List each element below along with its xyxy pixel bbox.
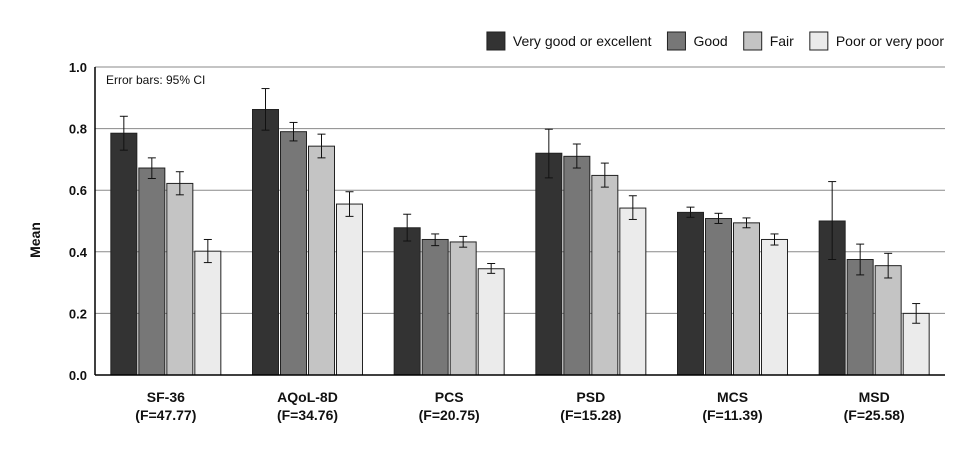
category-labels: SF-36 (F=47.77) AQoL-8D (F=34.76) PCS (F=20.7… bbox=[135, 389, 904, 423]
legend-swatch bbox=[809, 31, 829, 51]
category-stat: (F=25.58) bbox=[844, 407, 905, 423]
category-stat: (F=34.76) bbox=[277, 407, 338, 423]
y-tick-label: 0.6 bbox=[69, 183, 87, 198]
bar bbox=[308, 145, 335, 376]
bar bbox=[705, 218, 732, 376]
bar bbox=[138, 167, 166, 376]
y-tick-label: 0.8 bbox=[69, 122, 87, 137]
legend-label: Very good or excellent bbox=[513, 33, 652, 49]
gridlines bbox=[95, 66, 945, 314]
bar bbox=[535, 152, 563, 376]
bar bbox=[449, 241, 477, 376]
category-label: PCS bbox=[435, 389, 464, 405]
axes: 0.0 0.2 0.4 0.6 0.8 1.0 bbox=[69, 60, 945, 383]
bar bbox=[563, 155, 591, 376]
legend: Very good or excellent Good Fair Poor or ve… bbox=[486, 31, 944, 51]
bar bbox=[421, 238, 449, 376]
legend-swatch bbox=[666, 31, 686, 51]
category-stat: (F=11.39) bbox=[702, 407, 762, 423]
category-stat: (F=15.28) bbox=[560, 407, 621, 423]
legend-label: Good bbox=[693, 33, 727, 49]
category-label: MCS bbox=[717, 389, 748, 405]
bar bbox=[761, 238, 788, 376]
category-label: SF-36 bbox=[147, 389, 185, 405]
y-tick-label: 0.2 bbox=[69, 306, 87, 321]
category-label: AQoL-8D bbox=[277, 389, 338, 405]
bars bbox=[110, 109, 930, 376]
legend-swatch bbox=[486, 31, 506, 51]
y-tick-label: 0.4 bbox=[69, 245, 88, 260]
bar bbox=[336, 203, 363, 376]
bar bbox=[252, 109, 279, 376]
error-bar-note: Error bars: 95% CI bbox=[106, 73, 205, 87]
category-stat: (F=47.77) bbox=[135, 407, 196, 423]
bar bbox=[477, 268, 505, 376]
y-tick-label: 0.0 bbox=[69, 368, 87, 383]
bar bbox=[591, 174, 619, 376]
error-bars bbox=[119, 88, 921, 324]
bar bbox=[110, 132, 138, 376]
y-axis-title: Mean bbox=[27, 222, 43, 258]
bar bbox=[619, 207, 647, 376]
bar bbox=[677, 211, 704, 376]
y-tick-label: 1.0 bbox=[69, 60, 87, 75]
bar bbox=[393, 227, 421, 376]
category-stat: (F=20.75) bbox=[419, 407, 480, 423]
category-label: MSD bbox=[859, 389, 890, 405]
bar bbox=[166, 182, 194, 376]
legend-label: Poor or very poor bbox=[836, 33, 944, 49]
bar bbox=[874, 265, 902, 376]
legend-label: Fair bbox=[770, 33, 794, 49]
legend-swatch bbox=[743, 31, 763, 51]
bar bbox=[733, 222, 760, 376]
bar bbox=[194, 250, 222, 376]
category-label: PSD bbox=[576, 389, 605, 405]
bar bbox=[846, 259, 874, 376]
bar bbox=[280, 131, 307, 376]
